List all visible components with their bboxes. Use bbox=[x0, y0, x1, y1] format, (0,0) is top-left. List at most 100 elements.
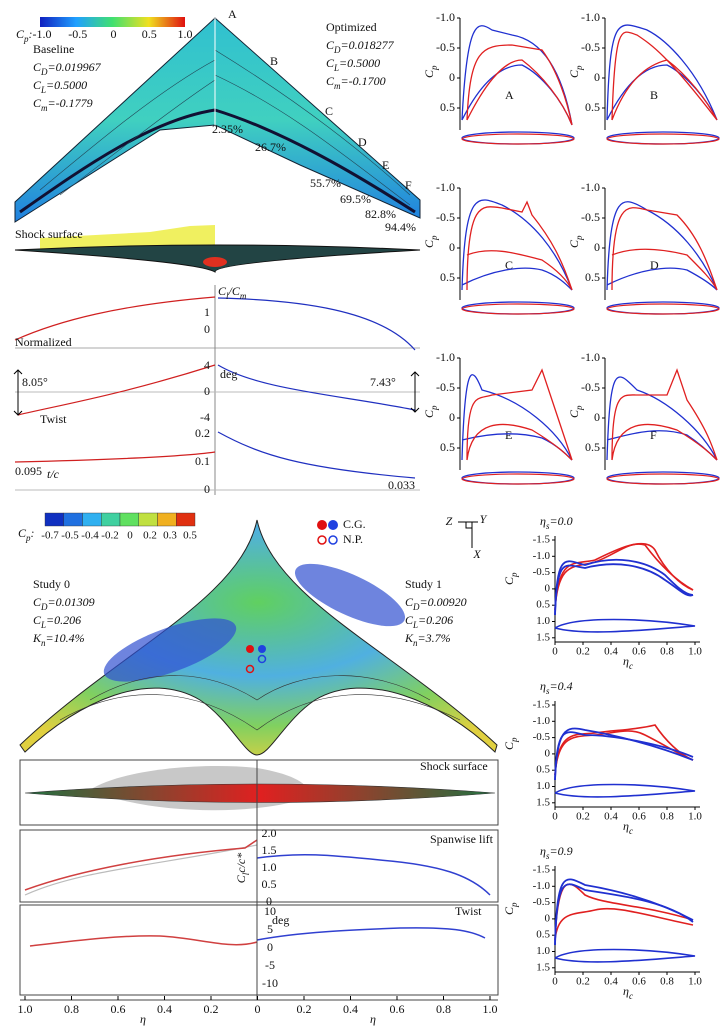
legend-marker bbox=[328, 535, 338, 545]
y-tick-label: -4 bbox=[200, 410, 210, 424]
x-label: ηc bbox=[623, 654, 633, 671]
y-tick-label: 0.5 bbox=[440, 440, 455, 454]
y-tick-label: 0 bbox=[594, 410, 600, 424]
x-label: η bbox=[370, 1012, 376, 1026]
y-tick-label: 4 bbox=[204, 358, 210, 372]
y-tick-label: 1.5 bbox=[536, 631, 550, 643]
text-part: η bbox=[540, 679, 546, 693]
text-part: m bbox=[334, 81, 341, 91]
section-letter: B bbox=[650, 88, 658, 102]
text-part: C bbox=[33, 595, 42, 609]
cp-curves bbox=[461, 199, 573, 291]
legend-label: N.P. bbox=[343, 532, 363, 546]
x-tick-label: 0.2 bbox=[576, 811, 590, 823]
airfoil bbox=[554, 783, 696, 798]
colorbar-tick: 1.0 bbox=[178, 27, 193, 41]
colorbar bbox=[40, 17, 185, 27]
text-part: =0.5000 bbox=[46, 78, 87, 92]
colorbar-segment bbox=[82, 512, 102, 527]
y-label: Cl/Cm bbox=[218, 284, 247, 301]
y-label: Cp bbox=[422, 405, 439, 418]
y-tick-label: -1.0 bbox=[533, 550, 551, 562]
text-part: η bbox=[623, 654, 629, 668]
curve bbox=[466, 200, 573, 291]
y-label: Cp bbox=[422, 65, 439, 78]
airfoil bbox=[461, 303, 575, 315]
x-tick-label: 0.8 bbox=[660, 646, 674, 658]
y-tick-label: -0.5 bbox=[581, 380, 600, 394]
axes-symbol bbox=[458, 521, 478, 548]
text-part: C bbox=[33, 613, 42, 627]
text-part: s bbox=[546, 851, 550, 861]
text-part: L bbox=[412, 620, 418, 630]
text-part: l bbox=[241, 872, 251, 875]
x-tick-label: 1.0 bbox=[483, 1002, 498, 1016]
x-tick-label: 0.2 bbox=[576, 646, 590, 658]
airfoil bbox=[606, 133, 720, 145]
colorbar-tick: -0.4 bbox=[81, 530, 99, 542]
wing-planform bbox=[19, 519, 498, 756]
y-tick-label: 0 bbox=[204, 322, 210, 336]
cp-curves bbox=[461, 368, 573, 461]
text-part: p bbox=[429, 405, 439, 411]
y-label: Clc/c* bbox=[234, 853, 251, 884]
cp-curves bbox=[606, 368, 718, 461]
y-tick-label: -1.0 bbox=[581, 180, 600, 194]
y-tick-label: 1.0 bbox=[536, 945, 550, 957]
text-part: p bbox=[509, 902, 519, 908]
y-tick-label: -1.0 bbox=[436, 350, 455, 364]
curve bbox=[606, 201, 718, 291]
curve bbox=[14, 451, 216, 463]
coefficient: CD=0.00920 bbox=[405, 595, 467, 612]
y-label: Cp bbox=[567, 235, 584, 248]
section-title: ηs=0.0 bbox=[540, 514, 573, 531]
y-tick-label: -10 bbox=[262, 976, 278, 990]
curve bbox=[554, 907, 694, 941]
colorbar-tick: -0.7 bbox=[41, 530, 59, 542]
curve bbox=[17, 364, 216, 416]
x-tick-label: 0.8 bbox=[64, 1002, 79, 1016]
low-pressure bbox=[103, 618, 237, 682]
y-tick-label: 0.5 bbox=[536, 929, 550, 941]
coefficient: Cm=-0.1779 bbox=[33, 96, 93, 113]
text-part: p bbox=[509, 737, 519, 743]
shock-surface bbox=[24, 783, 496, 803]
text-part: p bbox=[574, 235, 584, 241]
text-part: C bbox=[422, 239, 436, 248]
y-tick-label: -0.5 bbox=[581, 40, 600, 54]
x-tick-label: 0.2 bbox=[204, 1002, 219, 1016]
x-tick-label: 0.4 bbox=[604, 811, 618, 823]
section-position: 82.8% bbox=[365, 207, 396, 221]
section-letter: C bbox=[505, 258, 513, 272]
shock-peak bbox=[203, 257, 227, 267]
section-letter: A bbox=[228, 7, 237, 21]
y-tick-label: -1.5 bbox=[533, 699, 551, 711]
np-marker bbox=[245, 664, 255, 674]
coefficient: Kn=10.4% bbox=[32, 631, 85, 648]
y-tick-label: 0.5 bbox=[440, 270, 455, 284]
airfoil bbox=[554, 618, 696, 633]
text-part: c bbox=[629, 826, 633, 836]
y-tick-label: -1.0 bbox=[436, 10, 455, 24]
y-tick-label: 1.0 bbox=[262, 860, 277, 874]
y-label: Cp bbox=[502, 737, 519, 750]
section-letter: D bbox=[650, 258, 659, 272]
colorbar-tick: -0.5 bbox=[68, 27, 87, 41]
curve bbox=[256, 927, 486, 941]
text-part: C bbox=[326, 38, 335, 52]
text-part: C bbox=[326, 56, 335, 70]
text-part: K bbox=[32, 631, 42, 645]
text-part: =0.5000 bbox=[339, 56, 380, 70]
y-tick-label: -1.5 bbox=[533, 864, 551, 876]
x-tick-label: 0.6 bbox=[632, 811, 646, 823]
coefficient: Cm=-0.1700 bbox=[326, 74, 386, 91]
x-tick-label: 0 bbox=[552, 976, 558, 988]
y-tick-label: 0.5 bbox=[440, 100, 455, 114]
thickness-value: 0.095 bbox=[15, 464, 42, 478]
text-part: L bbox=[40, 85, 46, 95]
plot-label: Twist bbox=[40, 412, 67, 426]
y-tick-label: 0.5 bbox=[536, 599, 550, 611]
section-position: 94.4% bbox=[385, 220, 416, 234]
y-tick-label: 1.5 bbox=[536, 961, 550, 973]
axis-letter: Z bbox=[446, 514, 453, 528]
